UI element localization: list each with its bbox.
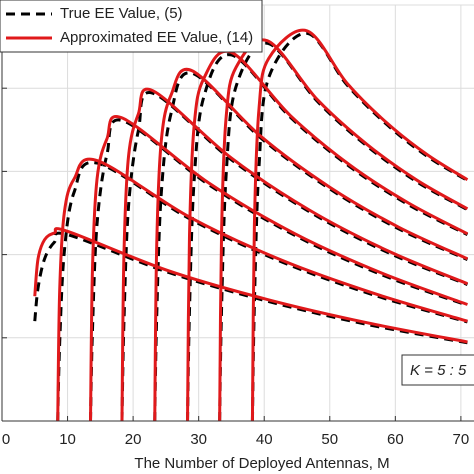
plot-area [33,28,469,421]
ee-curve [89,115,468,421]
ee-curve [33,231,468,345]
x-tick-label: 10 [59,431,76,448]
ee-curve [153,67,469,421]
x-tick-label: 40 [256,431,273,448]
x-tick-label: 50 [321,431,338,448]
ee-curve [89,118,468,421]
annotation: K = 5 : 5 [410,362,467,379]
x-tick-label: 60 [387,431,404,448]
ee-curve [56,157,468,421]
annotation-box [401,354,474,386]
x-tick-label: 70 [453,431,470,448]
ee-curve [120,91,469,421]
x-axis-label: The Number of Deployed Antennas, M [134,455,389,472]
x-tick-label: 30 [190,431,207,448]
x-tick-label: 0 [2,431,10,448]
ee-curve [250,28,469,421]
legend-label: Approximated EE Value, (14) [60,29,253,46]
legend-box [0,0,263,53]
ticks: 0 10 20 30 40 50 60 70 [1,4,470,448]
ee-curve [33,227,468,344]
ee-curve [120,87,469,421]
x-tick-label: 20 [125,431,142,448]
legend-label: True EE Value, (5) [60,5,183,22]
legend: True EE Value, (5) Approximated EE Value,… [0,0,263,53]
